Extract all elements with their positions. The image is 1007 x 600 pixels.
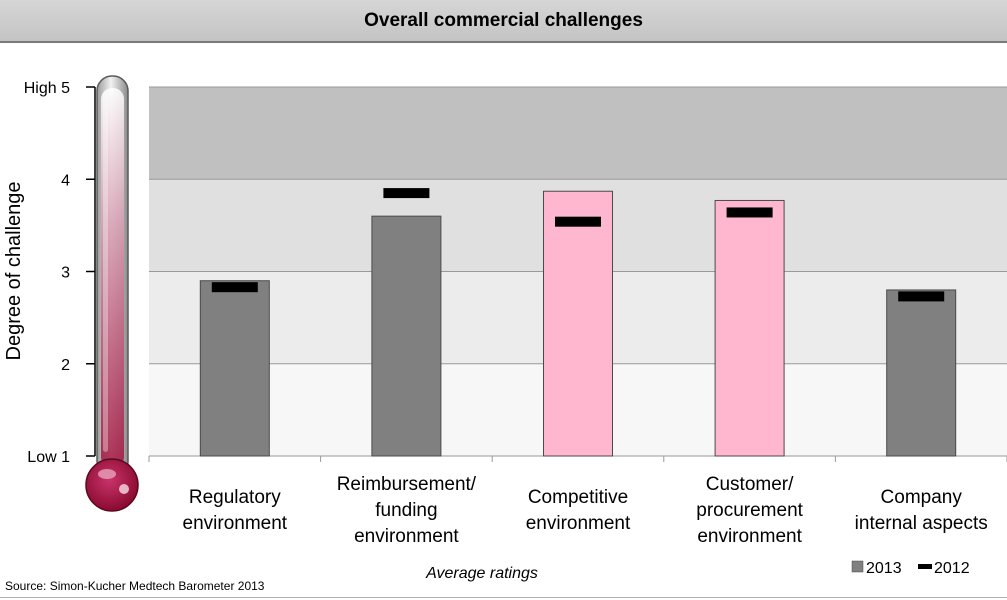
x-axis-label: Average ratings [425, 565, 538, 582]
bar-2013 [543, 190, 613, 457]
chart-title-bar: Overall commercial challenges [0, 0, 1007, 43]
footer-divider [0, 597, 1007, 598]
bar-2013 [199, 280, 270, 457]
legend-swatch-2013 [851, 560, 864, 573]
category-label: Customer/procurement environment [696, 474, 803, 547]
y-tick-label: High 5 [24, 80, 70, 97]
legend: 2013 2012 [851, 560, 970, 577]
category-label: Reimbursement/funding environment [337, 474, 477, 547]
thermometer-icon [85, 75, 139, 512]
category-label: Regulatory environment [183, 487, 288, 534]
marker-2012 [555, 216, 601, 227]
y-tick-label: Low 1 [27, 449, 70, 466]
category-label: Company internal aspects [855, 487, 988, 534]
bar-2013 [886, 289, 957, 457]
legend-swatch-2012 [918, 564, 932, 569]
background-band [149, 87, 1007, 180]
y-tick-label: 3 [61, 265, 70, 282]
marker-2012 [211, 282, 258, 293]
legend-label-2013: 2013 [866, 560, 902, 577]
y-tick-label: 4 [61, 172, 70, 189]
y-axis-label: Degree of challenge [3, 181, 25, 360]
y-tick-label: 2 [61, 357, 70, 374]
legend-label-2012: 2012 [934, 560, 970, 577]
marker-2012 [383, 188, 430, 199]
marker-2012 [898, 291, 945, 302]
page-title: Overall commercial challenges [364, 9, 643, 31]
source-note: Source: Simon-Kucher Medtech Barometer 2… [5, 579, 265, 593]
bar-2013 [714, 199, 785, 457]
marker-2012 [726, 207, 773, 218]
bar-2013 [371, 215, 442, 457]
category-label: Competitive environment [526, 487, 631, 534]
